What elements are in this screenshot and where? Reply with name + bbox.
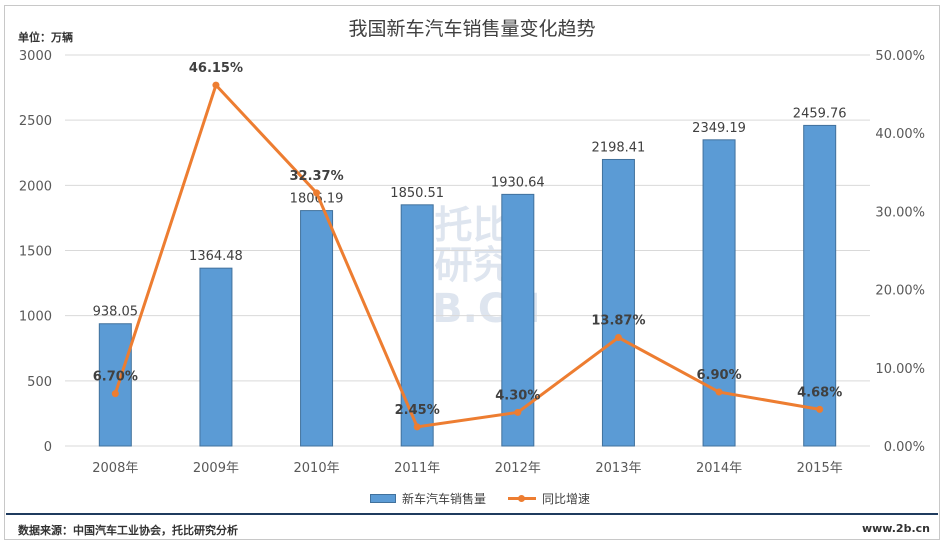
- y-right-tick: 0.00%: [884, 440, 925, 455]
- growth-label: 13.87%: [591, 314, 645, 329]
- bar: [98, 323, 132, 447]
- growth-label: 2.45%: [395, 403, 440, 418]
- legend-bar-swatch: [370, 494, 396, 503]
- site-url: www.2b.cn: [861, 522, 930, 535]
- unit-label: 单位：万辆: [18, 31, 73, 44]
- growth-label: 6.70%: [93, 370, 138, 385]
- growth-label: 6.90%: [697, 368, 742, 383]
- bar: [501, 193, 535, 447]
- bar-label: 1850.51: [390, 186, 444, 201]
- y-left-tick: 0: [44, 440, 52, 455]
- bar-label: 2198.41: [592, 140, 646, 155]
- bar-label: 1806.19: [290, 192, 344, 207]
- x-tick: 2012年: [495, 461, 541, 476]
- bar: [702, 139, 736, 447]
- growth-label: 4.68%: [797, 385, 842, 400]
- y-right-tick: 10.00%: [875, 362, 925, 377]
- bar-label: 2459.76: [793, 106, 847, 121]
- legend-sales: 新车汽车销售量: [402, 492, 487, 506]
- growth-label: 32.37%: [289, 169, 343, 184]
- bar: [803, 124, 837, 447]
- x-tick: 2009年: [193, 461, 239, 476]
- legend-growth: 同比增速: [542, 492, 591, 506]
- growth-point: [111, 390, 119, 398]
- x-tick: 2008年: [92, 461, 138, 476]
- y-right-tick: 50.00%: [875, 49, 925, 64]
- y-right-tick: 40.00%: [875, 127, 925, 142]
- bar: [199, 267, 233, 447]
- bar: [300, 210, 334, 447]
- y-right-tick: 20.00%: [875, 284, 925, 299]
- x-tick: 2013年: [595, 461, 641, 476]
- bar-label: 2349.19: [692, 121, 746, 136]
- legend-line-swatch: [508, 495, 537, 502]
- y-left-tick: 1500: [19, 245, 52, 260]
- y-left-tick: 1000: [19, 310, 52, 325]
- chart-title: 我国新车汽车销售量变化趋势: [348, 18, 596, 40]
- y-right-tick: 30.00%: [875, 205, 925, 220]
- bar-label: 1364.48: [189, 249, 243, 264]
- y-left-tick: 500: [27, 375, 52, 390]
- chart-frame: [4, 5, 940, 540]
- growth-point: [212, 81, 220, 89]
- y-left-tick: 3000: [19, 49, 52, 64]
- bar-label: 938.05: [93, 305, 139, 320]
- y-left-tick: 2000: [19, 179, 52, 194]
- growth-point: [313, 189, 321, 197]
- growth-line: [113, 82, 820, 429]
- x-tick: 2011年: [394, 461, 440, 476]
- legend: 新车汽车销售量 同比增速: [370, 490, 590, 507]
- footer-divider: [6, 513, 938, 515]
- x-tick: 2010年: [294, 461, 340, 476]
- growth-point: [413, 423, 421, 431]
- growth-point: [614, 334, 622, 342]
- growth-point: [715, 388, 723, 396]
- y-left-tick: 2500: [19, 114, 52, 129]
- growth-label: 46.15%: [189, 61, 243, 76]
- data-source: 数据来源：中国汽车工业协会，托比研究分析: [18, 524, 238, 537]
- bar: [601, 158, 635, 447]
- growth-point: [514, 408, 522, 416]
- bar-label: 1930.64: [491, 175, 545, 190]
- growth-point: [816, 405, 824, 413]
- x-tick: 2015年: [797, 461, 843, 476]
- growth-label: 4.30%: [495, 388, 540, 403]
- x-tick: 2014年: [696, 461, 742, 476]
